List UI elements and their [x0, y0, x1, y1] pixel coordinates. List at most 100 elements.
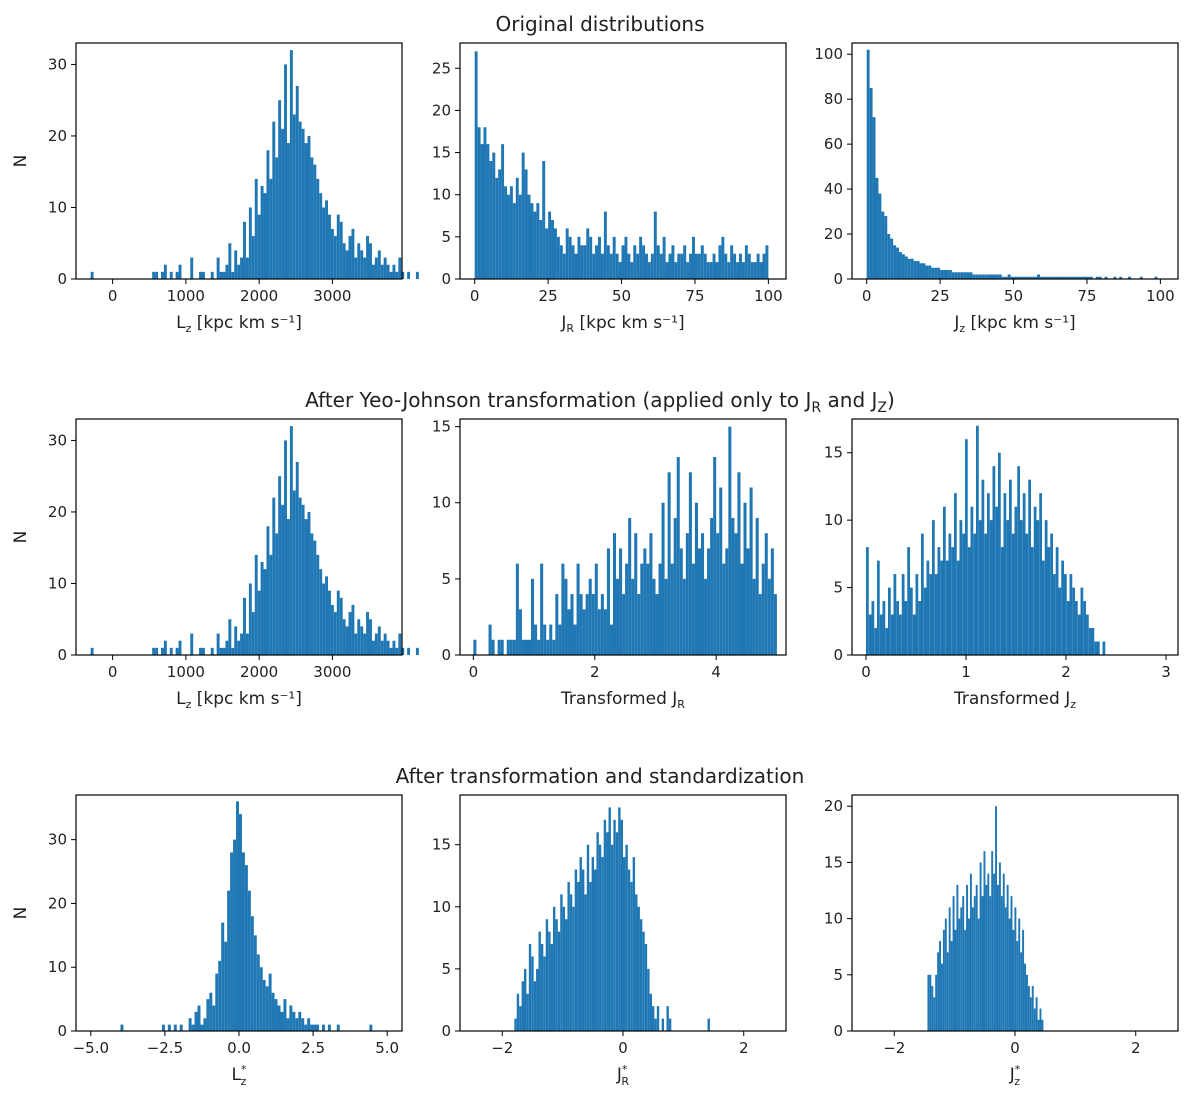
- histogram-bar: [316, 1024, 320, 1031]
- histogram-bar: [1022, 493, 1026, 655]
- histogram-bar: [630, 262, 634, 279]
- histogram-bar: [691, 563, 695, 655]
- y-tick-label: 25: [432, 59, 451, 77]
- histogram-bar: [603, 819, 607, 1031]
- histogram-bar: [504, 186, 507, 279]
- histogram-bar: [948, 270, 952, 279]
- histogram-bar: [998, 274, 1002, 279]
- histogram-bar: [369, 243, 372, 279]
- y-tick-label: 10: [824, 910, 843, 928]
- histogram-bar: [567, 881, 570, 1031]
- histogram-bar: [1113, 276, 1117, 279]
- histogram-bar: [661, 502, 665, 655]
- histogram-bar: [654, 1018, 657, 1031]
- histogram-bar: [562, 253, 566, 279]
- x-tick-label: −2: [491, 1039, 513, 1057]
- y-tick-label: 20: [432, 101, 451, 119]
- histogram-bar: [1016, 941, 1019, 1031]
- histogram-bar: [594, 563, 598, 655]
- histogram-bar: [298, 1011, 302, 1031]
- x-tick-label: 50: [1004, 287, 1023, 305]
- axes-frame: [75, 42, 403, 280]
- histogram-bar: [991, 851, 994, 1031]
- histogram-bar: [868, 614, 872, 655]
- histogram-bar: [553, 228, 557, 279]
- histogram-bar: [733, 253, 737, 279]
- histogram-bar: [632, 857, 636, 1031]
- histogram-bar: [278, 476, 282, 655]
- histogram-bar: [971, 907, 974, 1031]
- histogram-bar: [878, 193, 882, 279]
- histogram-bar: [664, 578, 668, 655]
- histogram-bar: [321, 1024, 325, 1031]
- histogram-bar: [692, 236, 695, 279]
- x-axis-label: Lz [kpc km s⁻¹]: [176, 689, 302, 711]
- histogram-bar: [1037, 274, 1040, 279]
- histogram-bar: [1037, 1019, 1040, 1031]
- histogram-bar: [656, 245, 660, 279]
- histogram-bar: [647, 968, 650, 1031]
- histogram-bar: [1012, 929, 1015, 1031]
- histogram-bar: [995, 506, 998, 655]
- histogram-bar: [236, 801, 239, 1031]
- x-tick-label: 5.0: [375, 1039, 399, 1057]
- y-tick-label: 10: [48, 574, 67, 592]
- histogram-bar: [351, 604, 355, 655]
- histogram-bar: [997, 884, 999, 1031]
- histogram-bar: [1083, 601, 1086, 655]
- histogram-bar: [887, 234, 891, 279]
- histogram-bar: [759, 262, 763, 279]
- histogram-bar: [962, 896, 965, 1031]
- y-tick-label: 15: [824, 444, 843, 462]
- histogram-bar: [398, 633, 402, 655]
- histogram-bar: [263, 193, 267, 279]
- histogram-bar: [1014, 907, 1017, 1031]
- histogram-bar: [622, 594, 626, 655]
- histogram-bar: [374, 257, 378, 279]
- histogram-bar: [237, 264, 241, 279]
- histogram-bar: [750, 262, 754, 279]
- histogram-bar: [945, 560, 949, 655]
- histogram-bar: [203, 1018, 207, 1031]
- histogram-bar: [606, 548, 610, 655]
- histogram-bar: [543, 956, 546, 1031]
- y-tick-label: 60: [824, 135, 843, 153]
- histogram-bar: [310, 533, 314, 655]
- histogram-bar: [755, 517, 759, 655]
- histogram-bar: [896, 601, 899, 655]
- histogram-bar: [277, 1005, 281, 1031]
- histogram-bar: [668, 1018, 672, 1031]
- histogram-bar: [241, 852, 245, 1031]
- histogram-bar: [659, 253, 663, 279]
- histogram-bar: [574, 253, 578, 279]
- histogram-bar: [1004, 907, 1007, 1031]
- histogram-bar: [327, 1024, 331, 1031]
- histogram-bar: [269, 178, 273, 279]
- histogram-bar: [725, 548, 729, 655]
- histogram-bar: [1048, 276, 1052, 279]
- histogram-bar: [609, 624, 613, 655]
- histogram-bar: [527, 639, 532, 655]
- axes-frame: [851, 42, 1179, 280]
- histogram-bar: [386, 640, 390, 655]
- histogram-bar: [975, 884, 978, 1031]
- histogram-bar: [316, 554, 320, 655]
- histogram-bar: [380, 264, 384, 279]
- x-tick-label: 2: [590, 663, 600, 681]
- histogram-bar: [556, 236, 560, 279]
- histogram-bar: [234, 250, 238, 279]
- histogram-bar: [1054, 276, 1058, 279]
- row-title-standardized: After transformation and standardization: [395, 764, 805, 788]
- histogram-bar: [336, 590, 340, 655]
- histogram-bar: [301, 128, 305, 279]
- histogram-bar: [603, 211, 607, 279]
- histogram-bar: [526, 993, 529, 1031]
- x-axis-label: J* R: [616, 1063, 630, 1088]
- histogram-bar: [1039, 276, 1043, 279]
- histogram-bar: [531, 956, 534, 1031]
- histogram-bar: [697, 548, 702, 655]
- histogram-bar: [1095, 276, 1099, 279]
- x-tick-label: 0.0: [227, 1039, 251, 1057]
- histogram-bar: [1000, 896, 1003, 1031]
